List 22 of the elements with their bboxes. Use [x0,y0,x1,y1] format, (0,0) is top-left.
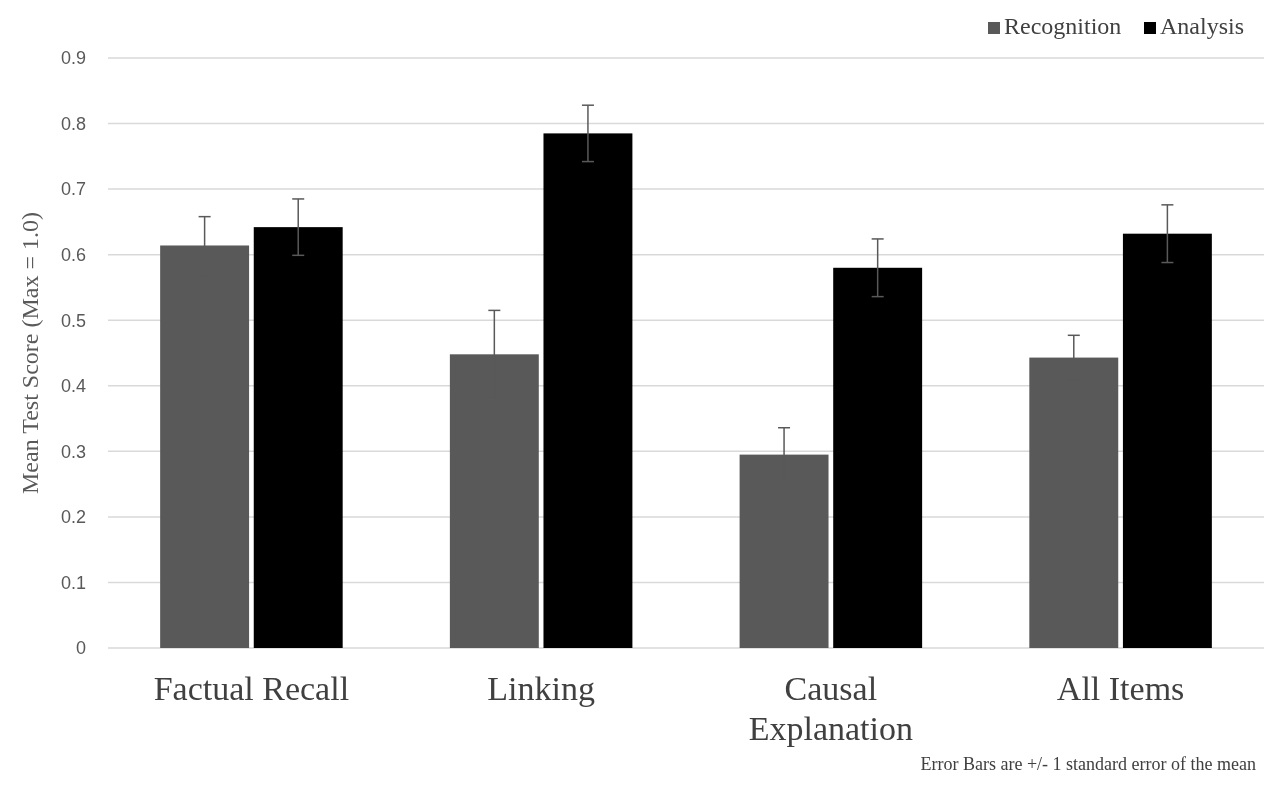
y-axis-title: Mean Test Score (Max = 1.0) [17,211,43,495]
y-tick-label: 0.4 [60,376,86,397]
bar [833,267,923,648]
x-tick-label: Factual Recall [153,670,350,707]
y-tick-label: 0.3 [60,441,86,462]
y-tick-label: 0.7 [60,179,86,200]
y-tick-label: 0.9 [60,48,86,69]
y-tick-label: 0.8 [60,113,86,134]
y-tick-label: 0.6 [60,244,86,265]
bar [253,227,343,648]
bar [1122,233,1212,648]
y-tick-label: 0.5 [60,310,86,331]
legend-label: Recognition [1004,13,1122,39]
x-tick-label: Linking [487,670,595,707]
x-tick-label: All Items [1056,670,1185,707]
legend-label: Analysis [1160,13,1244,39]
y-tick-label: 0.1 [60,572,86,593]
bar [543,133,633,648]
x-tick-label: Causal Explanation [748,670,914,747]
text: Error Bars are +/- 1 standard error of the mean [920,754,1256,774]
y-tick-label: 0 [75,638,86,659]
y-tick-label: 0.2 [60,507,86,528]
